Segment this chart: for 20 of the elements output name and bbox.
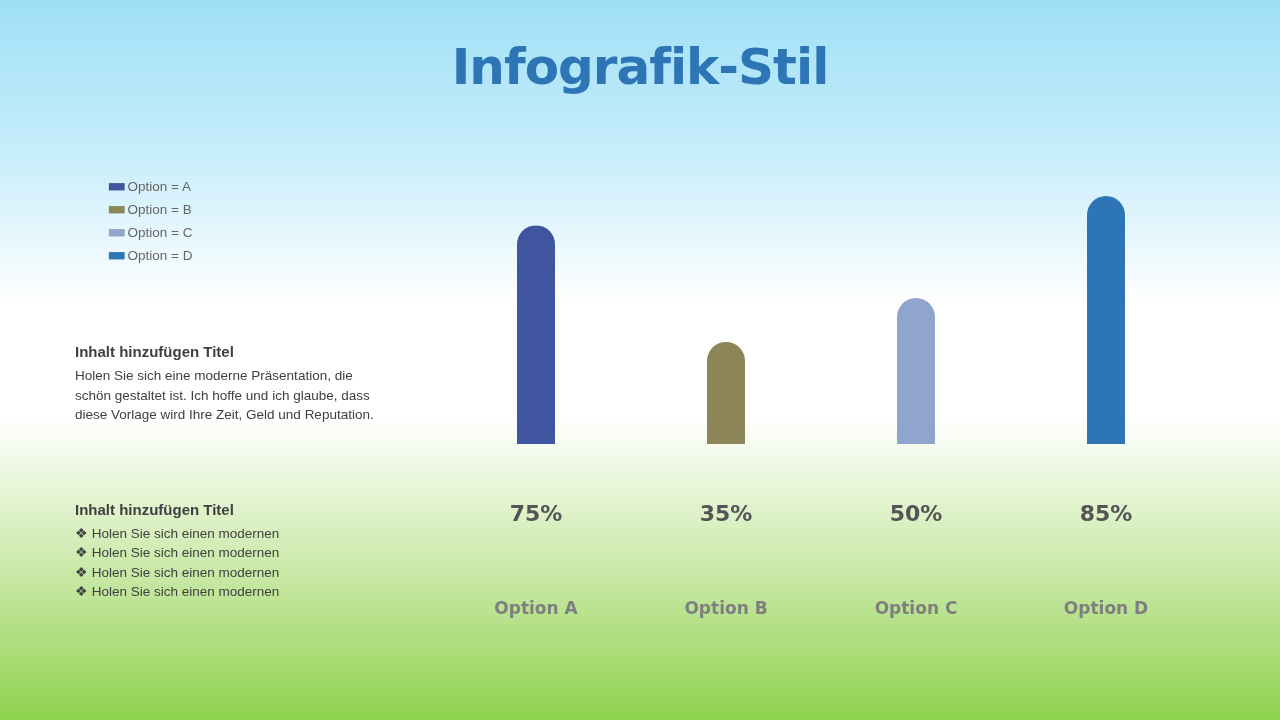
text: Inhalt hinzufügen Titel [75, 343, 235, 360]
data-label: 50% [889, 501, 943, 526]
text: ❖ Holen Sie sich einen modernen [75, 563, 281, 582]
text: Holen Sie sich eine moderne Präsentation, die schön gestaltet ist. Ich hoffe und ich glaube, dass diese Vorlage wird Ihre Zeit, Geld und Reputation. [75, 367, 375, 424]
text: ❖ Holen Sie sich einen modernen [75, 583, 281, 601]
legend-label: Option = B [127, 201, 192, 217]
x-tick-label: Option D [1063, 597, 1149, 618]
legend-label: Option = A [127, 178, 191, 194]
text: Inhalt hinzufügen Titel [75, 500, 235, 518]
text: ❖ Holen Sie sich einen modernen [75, 524, 281, 543]
chart-title: Infografik-Stil [450, 38, 830, 96]
data-label: 35% [699, 501, 753, 526]
x-tick-label: Option A [494, 597, 579, 618]
x-tick-label: Option C [874, 597, 958, 618]
legend-label: Option = C [127, 224, 193, 240]
data-label: 85% [1079, 501, 1133, 526]
text: ❖ Holen Sie sich einen modernen [75, 544, 281, 562]
legend-label: Option = D [127, 247, 193, 263]
x-tick-label: Option B [684, 597, 768, 618]
data-label: 75% [509, 501, 563, 526]
